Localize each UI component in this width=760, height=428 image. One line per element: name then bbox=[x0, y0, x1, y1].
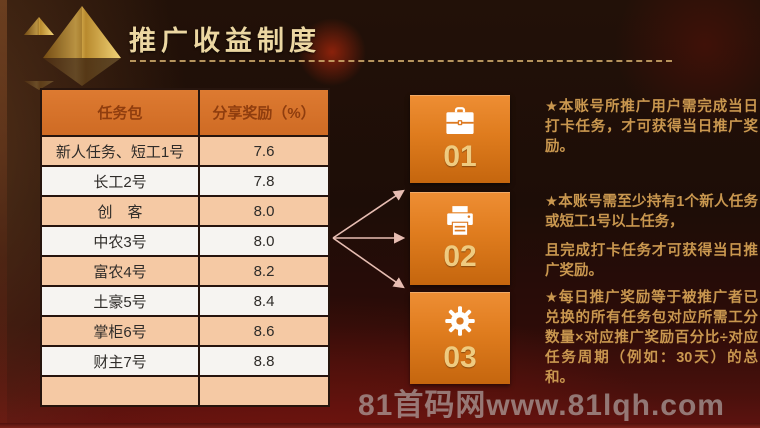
left-edge-glow bbox=[0, 0, 7, 428]
note-1: ★本账号所推广用户需完成当日打卡任务，才可获得当日推广奖励。 bbox=[545, 97, 758, 157]
step-number: 03 bbox=[443, 340, 477, 374]
step-number: 01 bbox=[443, 139, 477, 173]
package-cell: 中农3号 bbox=[42, 227, 200, 255]
note-text: ★本账号所推广用户需完成当日打卡任务，才可获得当日推广奖励。 bbox=[545, 99, 758, 155]
table-header-reward: 分享奖励（%） bbox=[212, 105, 316, 122]
reward-cell: 7.8 bbox=[253, 172, 275, 190]
table-row: 土豪5号 8.4 bbox=[42, 285, 328, 315]
table-row: 长工2号 7.8 bbox=[42, 165, 328, 195]
package-cell: 长工2号 bbox=[42, 167, 200, 195]
reward-cell: 8.8 bbox=[253, 352, 275, 370]
bottom-edge-strip bbox=[0, 423, 760, 428]
package-cell bbox=[42, 377, 200, 405]
table-row bbox=[42, 375, 328, 405]
table-row: 创 客 8.0 bbox=[42, 195, 328, 225]
gold-pyramids-logo-icon bbox=[24, 6, 121, 90]
table-row: 中农3号 8.0 bbox=[42, 225, 328, 255]
printer-icon bbox=[447, 206, 473, 236]
step-card-03: 03 bbox=[410, 292, 510, 384]
reward-cell: 8.2 bbox=[253, 262, 275, 280]
package-cell: 掌柜6号 bbox=[42, 317, 200, 345]
table-row: 财主7号 8.8 bbox=[42, 345, 328, 375]
note-text: 且完成打卡任务才可获得当日推广奖励。 bbox=[545, 243, 758, 279]
reward-cell: 8.4 bbox=[253, 292, 275, 310]
watermark: 81首码网www.81lqh.com bbox=[358, 389, 725, 422]
reward-table: 任务包 分享奖励（%） 新人任务、短工1号 7.6 长工2号 7.8 创 客 8… bbox=[40, 88, 330, 407]
briefcase-icon bbox=[446, 106, 474, 134]
step-number: 02 bbox=[443, 240, 477, 273]
connector-arrows bbox=[332, 189, 406, 289]
note-text: ★每日推广奖励等于被推广者已兑换的所有任务包对应所需工分数量×对应推广奖励百分比… bbox=[545, 290, 758, 386]
note-2: ★本账号需至少持有1个新人任务或短工1号以上任务， 且完成打卡任务才可获得当日推… bbox=[545, 192, 758, 281]
note-text: ★本账号需至少持有1个新人任务或短工1号以上任务， bbox=[545, 194, 758, 230]
package-cell: 富农4号 bbox=[42, 257, 200, 285]
title-underline bbox=[130, 60, 672, 62]
table-row: 掌柜6号 8.6 bbox=[42, 315, 328, 345]
step-card-02: 02 bbox=[410, 192, 510, 285]
table-header-row: 任务包 分享奖励（%） bbox=[42, 90, 328, 135]
reward-cell: 7.6 bbox=[253, 142, 275, 160]
package-cell: 创 客 bbox=[42, 197, 200, 225]
package-cell: 财主7号 bbox=[42, 347, 200, 375]
reward-cell: 8.0 bbox=[253, 232, 275, 250]
table-header-package: 任务包 bbox=[42, 90, 200, 135]
step-card-01: 01 bbox=[410, 95, 510, 183]
reward-cell: 8.0 bbox=[253, 202, 275, 220]
table-row: 新人任务、短工1号 7.6 bbox=[42, 135, 328, 165]
gear-icon bbox=[445, 305, 475, 336]
note-3: ★每日推广奖励等于被推广者已兑换的所有任务包对应所需工分数量×对应推广奖励百分比… bbox=[545, 288, 758, 388]
page-title: 推广收益制度 bbox=[129, 26, 321, 56]
package-cell: 新人任务、短工1号 bbox=[42, 137, 200, 165]
reward-cell: 8.6 bbox=[253, 322, 275, 340]
table-row: 富农4号 8.2 bbox=[42, 255, 328, 285]
reward-cell bbox=[200, 377, 328, 405]
package-cell: 土豪5号 bbox=[42, 287, 200, 315]
